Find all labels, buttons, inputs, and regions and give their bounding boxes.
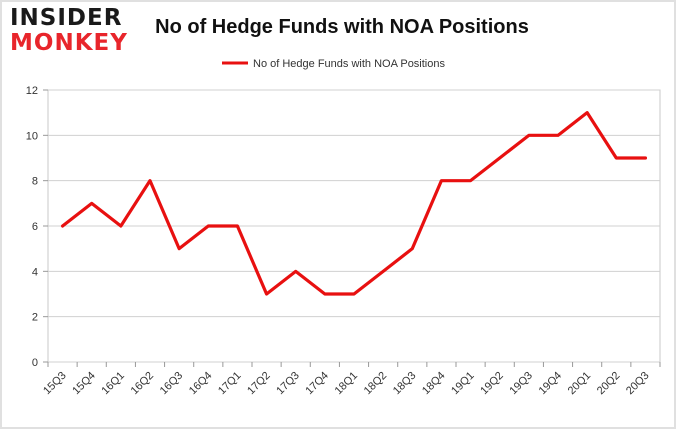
data-point <box>90 202 93 205</box>
x-tick-label: 17Q3 <box>274 370 302 398</box>
y-tick-label: 10 <box>26 130 38 142</box>
logo-text-monkey: MONKEY <box>10 30 128 56</box>
y-tick-label: 2 <box>32 312 38 324</box>
x-tick-label: 15Q3 <box>41 370 69 398</box>
data-point <box>644 156 647 160</box>
data-point <box>294 270 297 273</box>
x-tick-label: 15Q4 <box>70 370 98 398</box>
x-tick-label: 18Q4 <box>420 370 448 398</box>
x-tick-label: 16Q4 <box>187 370 215 398</box>
data-point <box>119 224 123 228</box>
x-tick-label: 18Q3 <box>391 370 419 398</box>
data-point <box>61 224 64 228</box>
data-point <box>469 179 472 182</box>
data-point <box>381 270 385 273</box>
data-point <box>236 224 239 228</box>
x-tick-label: 20Q3 <box>624 370 652 398</box>
data-point <box>323 292 327 296</box>
x-tick-label: 16Q3 <box>158 370 186 398</box>
x-tick-label: 17Q2 <box>245 370 273 398</box>
insider-monkey-logo: INSIDER MONKEY <box>10 6 130 60</box>
y-tick-label: 8 <box>32 176 38 188</box>
data-point <box>556 134 560 137</box>
x-tick-label: 17Q1 <box>216 370 244 398</box>
x-tick-label: 18Q2 <box>362 370 390 398</box>
x-tick-label: 19Q3 <box>507 370 535 398</box>
x-tick-label: 20Q1 <box>566 370 594 398</box>
x-tick-label: 16Q1 <box>99 370 127 398</box>
data-point <box>265 292 268 296</box>
x-tick-label: 19Q2 <box>478 370 506 398</box>
y-tick-label: 0 <box>32 357 38 369</box>
y-tick-label: 4 <box>32 266 38 278</box>
logo-text-insider: INSIDER <box>10 5 123 31</box>
x-tick-label: 16Q2 <box>129 370 157 398</box>
x-tick-label: 19Q4 <box>537 370 565 398</box>
x-tick-label: 20Q2 <box>595 370 623 398</box>
legend-label: No of Hedge Funds with NOA Positions <box>253 58 445 70</box>
series-line <box>60 111 648 296</box>
data-point <box>527 134 531 137</box>
x-tick-label: 19Q1 <box>449 370 477 398</box>
data-point <box>352 292 356 296</box>
data-point <box>411 247 414 250</box>
x-tick-label: 17Q4 <box>303 370 331 398</box>
y-tick-label: 12 <box>26 85 38 97</box>
data-point <box>440 179 443 182</box>
data-point <box>615 156 618 160</box>
y-tick-label: 6 <box>32 221 38 233</box>
data-point <box>498 156 501 160</box>
x-tick-label: 18Q1 <box>333 370 361 398</box>
data-point <box>148 179 152 182</box>
chart-title: No of Hedge Funds with NOA Positions <box>155 16 529 38</box>
data-point <box>177 247 181 250</box>
data-point <box>585 111 589 114</box>
data-point <box>207 224 210 228</box>
